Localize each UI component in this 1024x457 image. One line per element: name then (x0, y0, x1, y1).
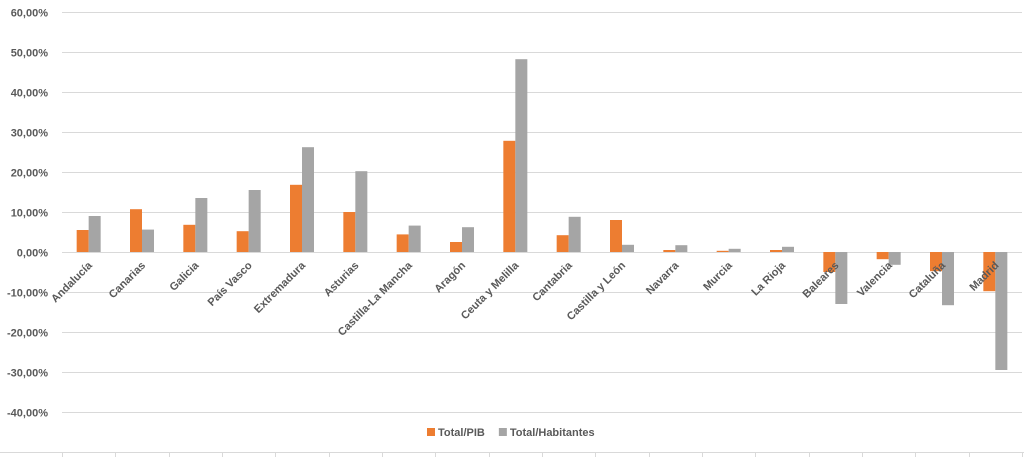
x-category-label: Cantabria (530, 259, 575, 304)
y-tick-label: -30,00% (7, 368, 48, 380)
chart-legend: Total/PIB Total/Habitantes (427, 427, 595, 439)
y-tick-label: 40,00% (11, 88, 49, 100)
y-tick-label: -20,00% (7, 328, 48, 340)
y-tick-label: -40,00% (7, 408, 48, 420)
bar-total-pib (343, 212, 356, 252)
bar-total-pib (716, 250, 729, 252)
x-category-label: Aragón (432, 259, 468, 295)
x-category-label: Galicia (167, 259, 202, 294)
bar-total-habitantes (622, 244, 634, 252)
bar-total-habitantes (302, 147, 314, 252)
x-category-label: Castilla y León (565, 259, 629, 323)
legend-swatch (498, 428, 507, 436)
x-category-label: Valencia (855, 259, 895, 299)
bar-total-habitantes (462, 227, 474, 252)
legend-label: Total/PIB (438, 427, 485, 439)
bar-total-pib (983, 252, 996, 292)
bar-total-pib (183, 224, 196, 252)
bar-total-pib (290, 184, 302, 252)
x-axis-category-labels: Andalucía Canarias Galicia País VascoExtrem… (49, 259, 1001, 339)
y-tick-label: 20,00% (11, 168, 49, 180)
legend-swatch (427, 428, 435, 436)
bar-total-habitantes (835, 252, 848, 304)
y-tick-label: 50,00% (11, 48, 49, 60)
y-axis-tick-labels: 60,00% 50,00% 40,00% 30,00% 20,00% 10,00% 0,00… (7, 8, 48, 420)
x-category-label: Murcia (701, 259, 735, 293)
x-category-label: País Vasco (206, 259, 255, 308)
y-tick-label: 30,00% (11, 128, 49, 140)
bar-total-pib (450, 242, 462, 252)
bar-total-habitantes (142, 229, 154, 252)
x-category-label: Canarias (107, 260, 148, 301)
bar-total-habitantes (515, 59, 528, 253)
x-category-label: Navarra (644, 259, 682, 297)
y-tick-label: 10,00% (11, 208, 49, 220)
bar-series (76, 59, 1008, 370)
y-tick-label: 60,00% (11, 8, 49, 20)
bar-total-habitantes (195, 198, 208, 252)
bar-total-pib (610, 220, 622, 252)
bar-total-habitantes (88, 216, 101, 252)
legend-label: Total/Habitantes (510, 427, 595, 439)
x-category-label: Asturias (322, 260, 362, 300)
x-category-label: Andalucía (49, 259, 95, 305)
bar-total-habitantes (782, 246, 794, 252)
bar-total-habitantes (995, 252, 1008, 370)
x-axis-tick-marks (0, 452, 1024, 457)
bar-total-habitantes (675, 245, 688, 252)
y-tick-label: 0,00% (17, 248, 48, 260)
bar-total-pib (823, 252, 836, 272)
bar-total-habitantes (248, 190, 261, 252)
bar-total-habitantes (355, 171, 368, 252)
bar-total-pib (76, 230, 89, 252)
bar-total-habitantes (728, 248, 741, 252)
bar-total-habitantes (888, 252, 901, 265)
bar-total-pib (130, 209, 142, 252)
gridlines (62, 12, 1022, 413)
bar-total-pib (396, 234, 409, 252)
bar-total-pib (503, 140, 516, 252)
x-category-label: Ceuta y Melilla (459, 259, 522, 322)
bar-total-habitantes (408, 225, 421, 252)
x-category-label: Baleares (801, 260, 842, 301)
bar-total-habitantes (942, 252, 954, 306)
y-tick-label: -10,00% (7, 288, 48, 300)
bar-total-pib (770, 250, 782, 252)
bar-total-pib (236, 231, 249, 252)
bar-total-pib (663, 250, 676, 252)
x-category-label: Extremadura (252, 259, 309, 316)
bar-total-pib (876, 252, 889, 260)
bar-total-pib (556, 235, 569, 252)
bar-total-habitantes (568, 216, 581, 252)
bar-total-pib (930, 252, 942, 272)
